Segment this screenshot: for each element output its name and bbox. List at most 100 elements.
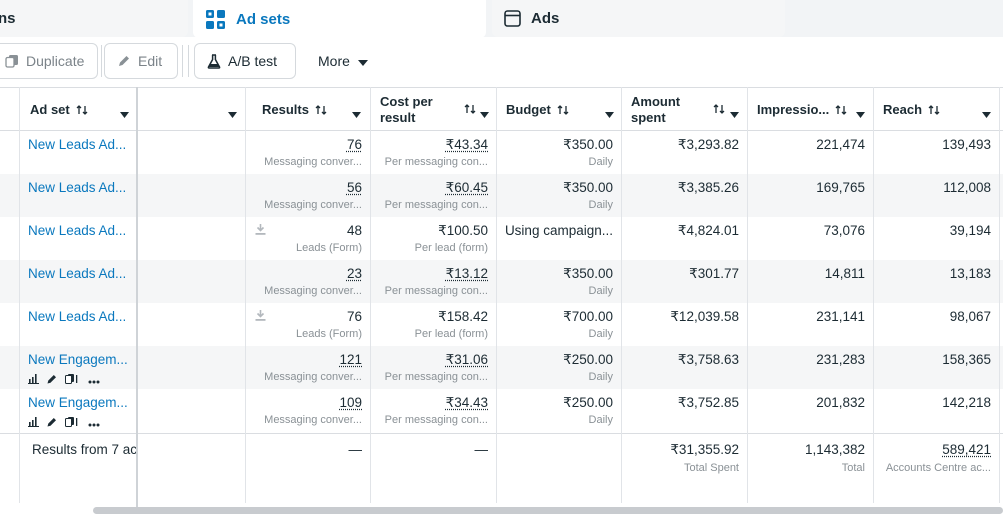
budget-cell: ₹350.00 Daily [496, 260, 621, 303]
reach-value: 139,493 [942, 137, 991, 152]
budget-period: Daily [588, 414, 613, 426]
reach-value: 13,183 [949, 266, 991, 281]
download-icon[interactable] [255, 309, 266, 324]
cost-per-result-cell: ₹100.50 Per lead (form) [370, 217, 496, 260]
results-type: Messaging conver... [264, 199, 362, 211]
budget-cell: ₹350.00 Daily [496, 174, 621, 217]
sort-icon[interactable] [76, 104, 88, 116]
duplicate-button[interactable]: Duplicate [0, 43, 98, 79]
adset-name-link[interactable]: New Engagem... [28, 352, 128, 367]
horizontal-scrollbar[interactable] [93, 507, 1003, 514]
sort-icon[interactable] [713, 103, 725, 115]
impressions-cell: 169,765 [747, 174, 873, 217]
sort-icon[interactable] [315, 104, 327, 116]
caret-down-icon[interactable] [352, 106, 361, 121]
adset-name-link[interactable]: New Leads Ad... [28, 309, 127, 324]
column-header-reach[interactable]: Reach [883, 88, 1003, 131]
more-icon[interactable] [88, 415, 100, 430]
cost-per-result-value[interactable]: ₹60.45 [445, 180, 488, 195]
tab-ads[interactable]: Ads [492, 0, 785, 37]
amount-spent-value: ₹12,039.58 [670, 309, 739, 324]
sort-icon[interactable] [928, 104, 940, 116]
pencil-icon [117, 54, 131, 68]
column-header-amount-spent[interactable]: Amount spent [631, 88, 747, 131]
column-divider [873, 87, 874, 503]
column-header-blank[interactable] [138, 88, 245, 131]
download-icon[interactable] [255, 223, 266, 238]
cost-per-result-value[interactable]: ₹34.43 [445, 395, 488, 410]
caret-down-icon[interactable] [605, 106, 614, 121]
sort-icon[interactable] [835, 104, 847, 116]
cost-per-result-cell: ₹43.34 Per messaging con... [370, 131, 496, 174]
toolbar-divider [101, 45, 102, 77]
results-value[interactable]: 109 [339, 395, 362, 410]
budget-period: Daily [588, 156, 613, 168]
adset-name-link[interactable]: New Leads Ad... [28, 180, 127, 195]
adset-name-cell: New Engagem... [20, 389, 136, 432]
results-cell: 109 Messaging conver... [245, 389, 370, 432]
duplicate-icon[interactable] [65, 372, 80, 387]
summary-reach[interactable]: 589,421 [942, 442, 991, 457]
impressions-value: 169,765 [816, 180, 865, 195]
table-row[interactable]: New Leads Ad... 76 Leads (Form) ₹158.42 Per … [0, 303, 1003, 346]
amount-spent-cell: ₹3,752.85 [621, 389, 747, 432]
column-header-ad-set[interactable]: Ad set [30, 88, 138, 131]
chart-icon[interactable] [28, 372, 39, 387]
sort-icon[interactable] [464, 103, 476, 115]
cost-per-result-value[interactable]: ₹31.06 [445, 352, 488, 367]
results-cell: 56 Messaging conver... [245, 174, 370, 217]
column-divider [496, 87, 497, 503]
table-row[interactable]: New Leads Ad... 48 Leads (Form) ₹100.50 Per … [0, 217, 1003, 260]
column-header-results[interactable]: Results [262, 88, 370, 131]
ab-test-button[interactable]: A/B test [194, 43, 296, 79]
impressions-cell: 221,474 [747, 131, 873, 174]
cost-per-result-cell: ₹158.42 Per lead (form) [370, 303, 496, 346]
sort-icon[interactable] [557, 104, 569, 116]
table-row[interactable]: New Engagem... 121 Messaging conver... ₹31.… [0, 346, 1003, 389]
adset-name-link[interactable]: New Engagem... [28, 395, 128, 410]
caret-down-icon[interactable] [228, 106, 237, 121]
table-row[interactable]: New Leads Ad... 76 Messaging conver... ₹43.… [0, 131, 1003, 174]
caret-down-icon[interactable] [120, 106, 129, 121]
table-row[interactable]: New Leads Ad... 56 Messaging conver... ₹60.… [0, 174, 1003, 217]
edit-button[interactable]: Edit [104, 43, 178, 79]
adset-name-link[interactable]: New Leads Ad... [28, 137, 127, 152]
cost-per-result-value[interactable]: ₹13.12 [445, 266, 488, 281]
results-cell: 76 Leads (Form) [245, 303, 370, 346]
reach-cell: 142,218 [873, 389, 999, 432]
cost-per-result-value[interactable]: ₹43.34 [445, 137, 488, 152]
table-row[interactable]: New Leads Ad... 23 Messaging conver... ₹13.… [0, 260, 1003, 303]
results-cell: 48 Leads (Form) [245, 217, 370, 260]
blank-cell [138, 389, 245, 432]
column-header-budget[interactable]: Budget [506, 88, 621, 131]
caret-down-icon[interactable] [856, 106, 865, 121]
duplicate-icon[interactable] [65, 415, 80, 430]
impressions-value: 14,811 [824, 266, 865, 281]
results-type: Messaging conver... [264, 156, 362, 168]
row-actions [28, 415, 100, 430]
pencil-icon[interactable] [47, 372, 57, 387]
caret-down-icon[interactable] [480, 106, 489, 121]
more-dropdown[interactable]: More [318, 43, 368, 79]
tab-campaigns[interactable]: ns [0, 0, 188, 37]
table-row[interactable]: New Engagem... 109 Messaging conver... ₹34.… [0, 389, 1003, 432]
results-value[interactable]: 23 [346, 266, 362, 281]
results-value[interactable]: 76 [346, 137, 362, 152]
reach-value: 98,067 [949, 309, 991, 324]
column-header-cost-per-result[interactable]: Cost per result [380, 88, 496, 131]
column-divider [747, 87, 748, 503]
results-value[interactable]: 121 [339, 352, 362, 367]
caret-down-icon[interactable] [730, 106, 739, 121]
adset-name-link[interactable]: New Leads Ad... [28, 266, 127, 281]
caret-down-icon[interactable] [982, 106, 991, 121]
more-icon[interactable] [88, 372, 100, 387]
summary-amount-spent-sub: Total Spent [683, 462, 739, 474]
tab-ad-sets[interactable]: Ad sets [193, 0, 486, 38]
pencil-icon[interactable] [47, 415, 57, 430]
results-value[interactable]: 56 [346, 180, 362, 195]
tab-bar: ns Ad sets Ads [0, 0, 1003, 38]
adset-name-link[interactable]: New Leads Ad... [28, 223, 127, 238]
column-header-impressions[interactable]: Impressio... [757, 88, 873, 131]
reach-cell: 158,365 [873, 346, 999, 389]
chart-icon[interactable] [28, 415, 39, 430]
